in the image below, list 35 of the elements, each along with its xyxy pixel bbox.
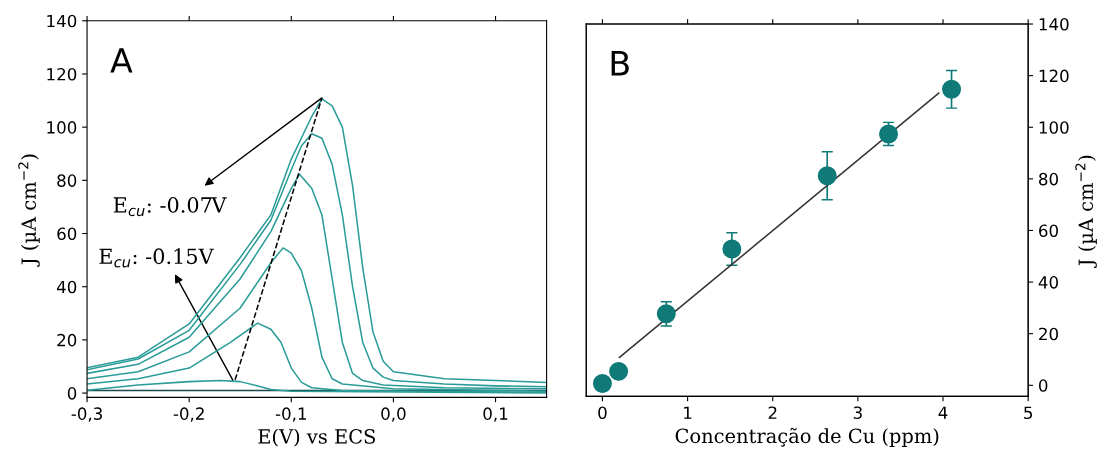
x-axis-title: Concentração de Cu (ppm) xyxy=(675,427,939,447)
y-tick-label: 80 xyxy=(57,174,77,187)
y-tick-label: 0 xyxy=(67,387,77,400)
x-tick-label: 0 xyxy=(598,406,607,420)
annotation: B xyxy=(611,51,629,76)
annotation: E$_{cu}$: -0.07V xyxy=(113,197,227,217)
x-tick-label: 0,1 xyxy=(483,407,508,422)
y-tick-label: 140 xyxy=(47,14,77,28)
x-tick-label: 2 xyxy=(768,406,777,419)
y2-axis-title: J (µA cm$^{−2}$) xyxy=(1075,155,1097,268)
y-tick-label: 120 xyxy=(47,67,77,81)
y-tick-label: 100 xyxy=(47,121,77,134)
y-axis-title: J (µA cm$^{−2}$) xyxy=(18,154,40,267)
x-axis-title: E(V) vs ECS xyxy=(258,428,375,447)
y2-tick-label: 120 xyxy=(1039,69,1069,83)
y2-tick-label: 0 xyxy=(1038,379,1048,392)
x-tick-label: 1 xyxy=(684,406,692,419)
x-tick-label: -0,1 xyxy=(275,407,307,422)
y-tick-label: 40 xyxy=(56,280,77,294)
x-tick-label: 5 xyxy=(1024,406,1033,420)
annotation: A xyxy=(110,48,133,73)
y2-tick-label: 40 xyxy=(1038,276,1058,289)
x-tick-label: -0,3 xyxy=(71,407,102,422)
y2-tick-label: 80 xyxy=(1039,172,1058,186)
y2-tick-label: 140 xyxy=(1039,17,1069,31)
y-tick-label: 20 xyxy=(57,333,77,347)
annotation: E$_{cu}$: -0.15V xyxy=(99,248,214,268)
y-tick-label: 60 xyxy=(57,227,77,241)
x-tick-label: 4 xyxy=(938,406,948,419)
x-tick-label: -0,2 xyxy=(173,407,204,422)
x-tick-label: 0,0 xyxy=(381,407,406,422)
y2-tick-label: 60 xyxy=(1039,224,1058,238)
y2-tick-label: 20 xyxy=(1039,327,1058,341)
x-tick-label: 3 xyxy=(853,406,862,420)
y2-tick-label: 100 xyxy=(1039,121,1069,134)
